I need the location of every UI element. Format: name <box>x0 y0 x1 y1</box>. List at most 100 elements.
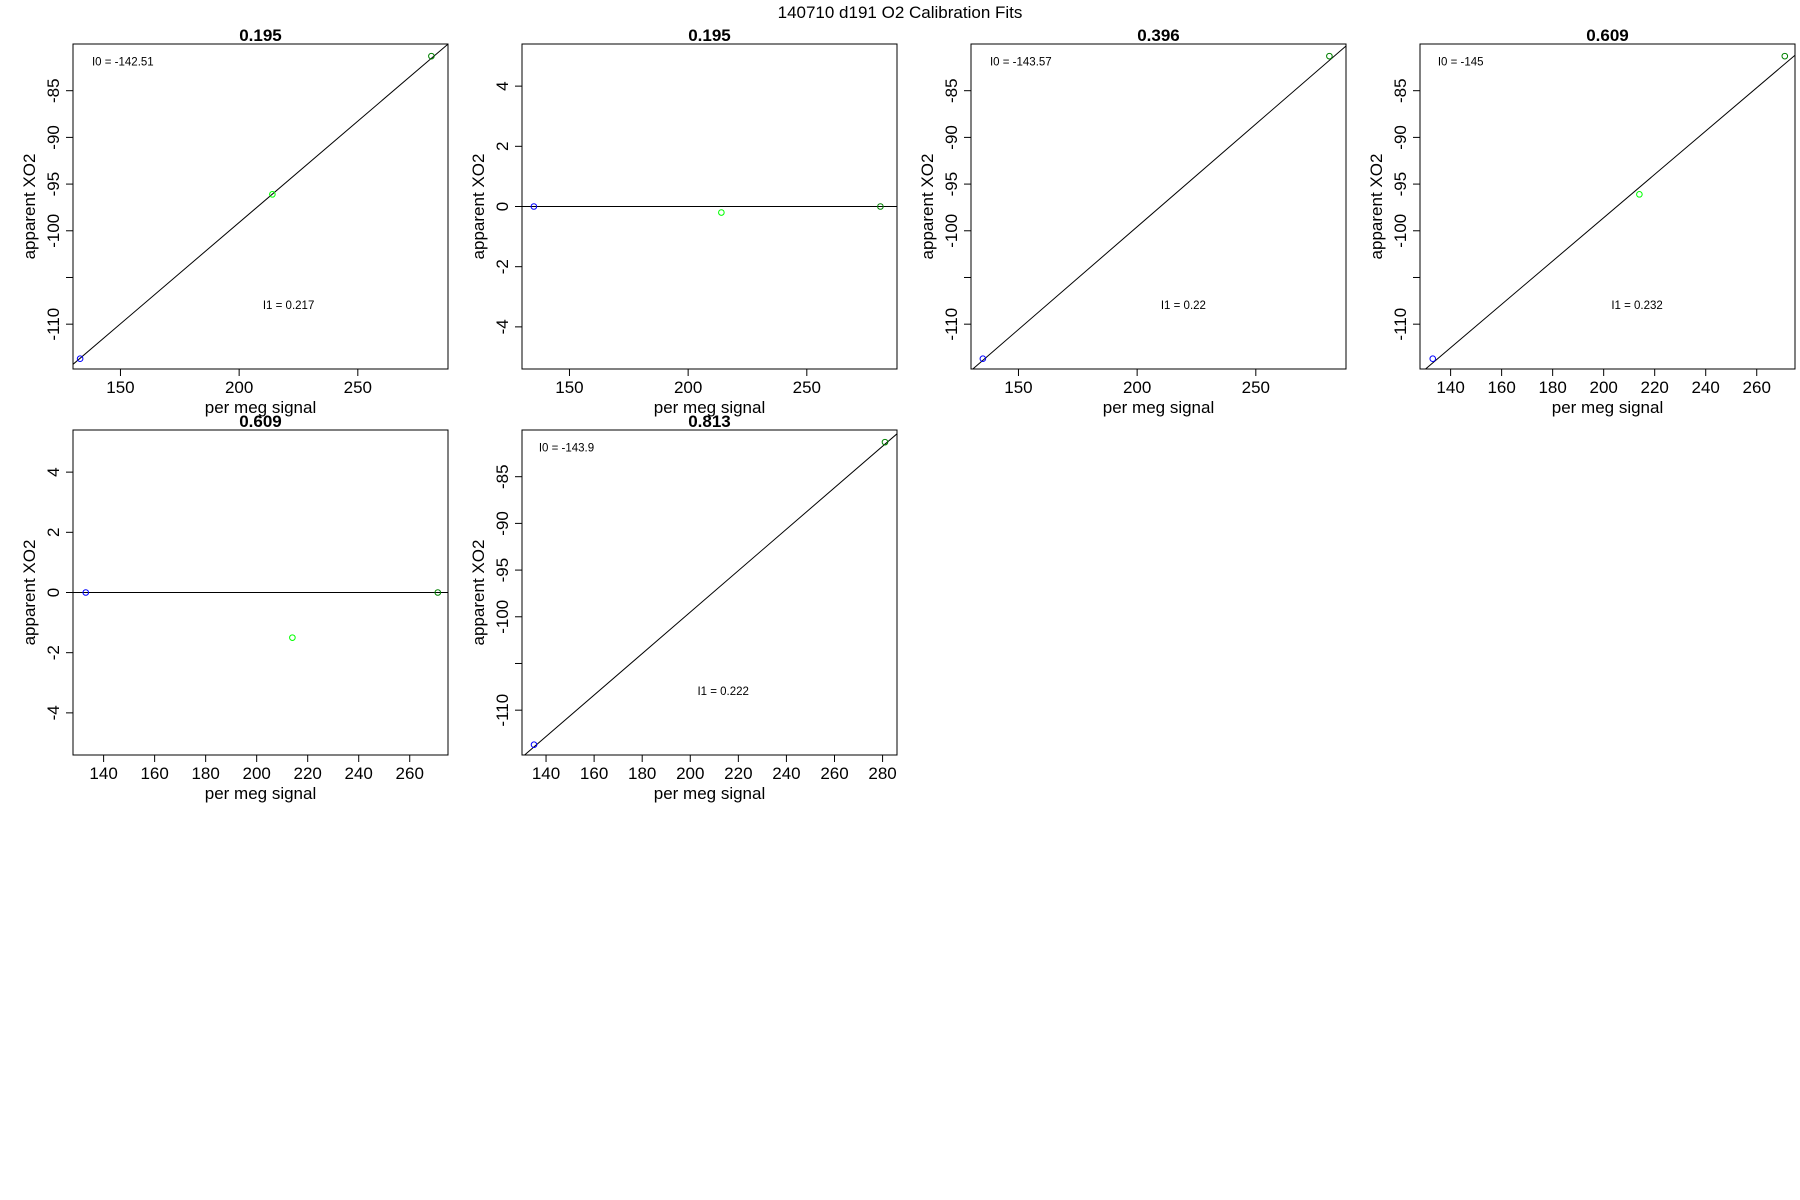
fit-line <box>523 433 897 755</box>
data-point <box>1781 52 1789 60</box>
chart-panel-2: 0.195 150 200 250 per meg signal -4 -2 0 2 4 appar… <box>469 26 898 417</box>
panel-title: 0.609 <box>1586 26 1629 45</box>
y-tick-label: -4 <box>44 705 63 720</box>
fit-annotation: I0 = -142.51 <box>92 56 154 68</box>
panel-title: 0.609 <box>239 412 282 431</box>
x-tick-label: 240 <box>345 764 373 783</box>
data-point <box>718 209 725 216</box>
panel-title: 0.195 <box>688 26 731 45</box>
fit-annotation: I1 = 0.222 <box>697 686 748 698</box>
x-axis-label: per meg signal <box>1552 398 1664 417</box>
data-point <box>877 203 884 210</box>
x-tick-label: 240 <box>772 764 800 783</box>
fit-annotation: I1 = 0.217 <box>263 300 314 312</box>
y-tick-label: -2 <box>44 645 63 660</box>
x-tick-label: 260 <box>396 764 424 783</box>
y-tick-label: 0 <box>493 202 512 211</box>
fit-line <box>1424 54 1795 369</box>
y-tick-label: -90 <box>44 125 63 150</box>
x-tick-label: 150 <box>106 378 134 397</box>
data-point <box>1429 355 1437 363</box>
y-tick-label: -110 <box>44 308 63 341</box>
fit-annotation: I0 = -143.9 <box>539 442 594 454</box>
chart-panel-3: 0.396 150 200 250 per meg signal -110 -100 -95 -… <box>918 26 1347 417</box>
y-tick-label: -95 <box>942 172 961 197</box>
y-tick-label: -85 <box>44 78 63 103</box>
data-point <box>979 355 987 363</box>
x-tick-label: 280 <box>868 764 896 783</box>
x-tick-label: 160 <box>140 764 168 783</box>
plot-frame <box>521 429 898 756</box>
data-point <box>434 589 442 596</box>
x-tick-label: 250 <box>1242 378 1270 397</box>
x-tick-label: 200 <box>242 764 270 783</box>
figure-title: 140710 d191 O2 Calibration Fits <box>778 3 1023 22</box>
fit-line <box>972 45 1346 369</box>
y-axis-label: apparent XO2 <box>20 154 39 260</box>
chart-panel-4: 0.609 140 160 180 200 220 240 260 per meg signal… <box>1367 26 1796 417</box>
y-axis-label: apparent XO2 <box>1367 154 1386 260</box>
x-tick-label: 260 <box>1743 378 1771 397</box>
y-tick-label: -100 <box>493 600 512 634</box>
x-axis-label: per meg signal <box>205 398 317 417</box>
panel-title: 0.396 <box>1137 26 1180 45</box>
y-tick-label: -85 <box>493 464 512 489</box>
x-tick-label: 250 <box>344 378 372 397</box>
y-tick-label: -4 <box>493 319 512 334</box>
x-tick-label: 220 <box>294 764 322 783</box>
x-tick-label: 150 <box>1004 378 1032 397</box>
y-tick-label: 4 <box>493 81 512 90</box>
fit-annotation: I0 = -143.57 <box>990 56 1052 68</box>
x-tick-label: 150 <box>555 378 583 397</box>
y-tick-label: -100 <box>1391 214 1410 248</box>
y-tick-label: -110 <box>493 694 512 727</box>
x-tick-label: 200 <box>1589 378 1617 397</box>
panel-title: 0.813 <box>688 412 731 431</box>
y-tick-label: -100 <box>942 214 961 248</box>
x-axis-label: per meg signal <box>205 784 317 803</box>
y-axis-label: apparent XO2 <box>918 154 937 260</box>
y-axis-label: apparent XO2 <box>469 540 488 646</box>
y-tick-label: -95 <box>44 172 63 197</box>
data-point <box>289 634 296 641</box>
x-tick-label: 250 <box>793 378 821 397</box>
x-tick-label: 220 <box>1641 378 1669 397</box>
x-tick-label: 200 <box>674 378 702 397</box>
y-tick-label: -85 <box>942 78 961 103</box>
y-tick-label: -90 <box>1391 125 1410 150</box>
x-tick-label: 200 <box>676 764 704 783</box>
x-tick-label: 260 <box>820 764 848 783</box>
data-point <box>82 589 90 596</box>
fit-line <box>73 44 448 365</box>
y-tick-label: -90 <box>942 125 961 150</box>
x-tick-label: 160 <box>580 764 608 783</box>
y-tick-label: -2 <box>493 259 512 274</box>
x-axis-label: per meg signal <box>654 398 766 417</box>
data-point <box>428 52 435 60</box>
plot-frame <box>970 43 1347 370</box>
data-point <box>76 355 84 363</box>
x-tick-label: 140 <box>89 764 117 783</box>
y-tick-label: -100 <box>44 214 63 248</box>
chart-panel-1: 0.195 150 200 250 per meg signal -110 -100 -95 -… <box>20 26 449 417</box>
y-tick-label: -90 <box>493 511 512 536</box>
plot-frame <box>1419 43 1796 370</box>
x-tick-label: 200 <box>1123 378 1151 397</box>
y-tick-label: 0 <box>44 588 63 597</box>
x-axis-label: per meg signal <box>654 784 766 803</box>
y-tick-label: 2 <box>44 528 63 537</box>
x-tick-label: 160 <box>1487 378 1515 397</box>
data-point <box>530 741 538 749</box>
y-tick-label: -95 <box>493 558 512 583</box>
x-tick-label: 140 <box>1436 378 1464 397</box>
panel-title: 0.195 <box>239 26 282 45</box>
fit-annotation: I0 = -145 <box>1438 56 1484 68</box>
y-tick-label: -85 <box>1391 78 1410 103</box>
x-tick-label: 180 <box>191 764 219 783</box>
fit-annotation: I1 = 0.232 <box>1611 300 1662 312</box>
y-axis-label: apparent XO2 <box>469 154 488 260</box>
x-tick-label: 180 <box>628 764 656 783</box>
y-tick-label: -110 <box>942 308 961 341</box>
y-tick-label: 2 <box>493 142 512 151</box>
